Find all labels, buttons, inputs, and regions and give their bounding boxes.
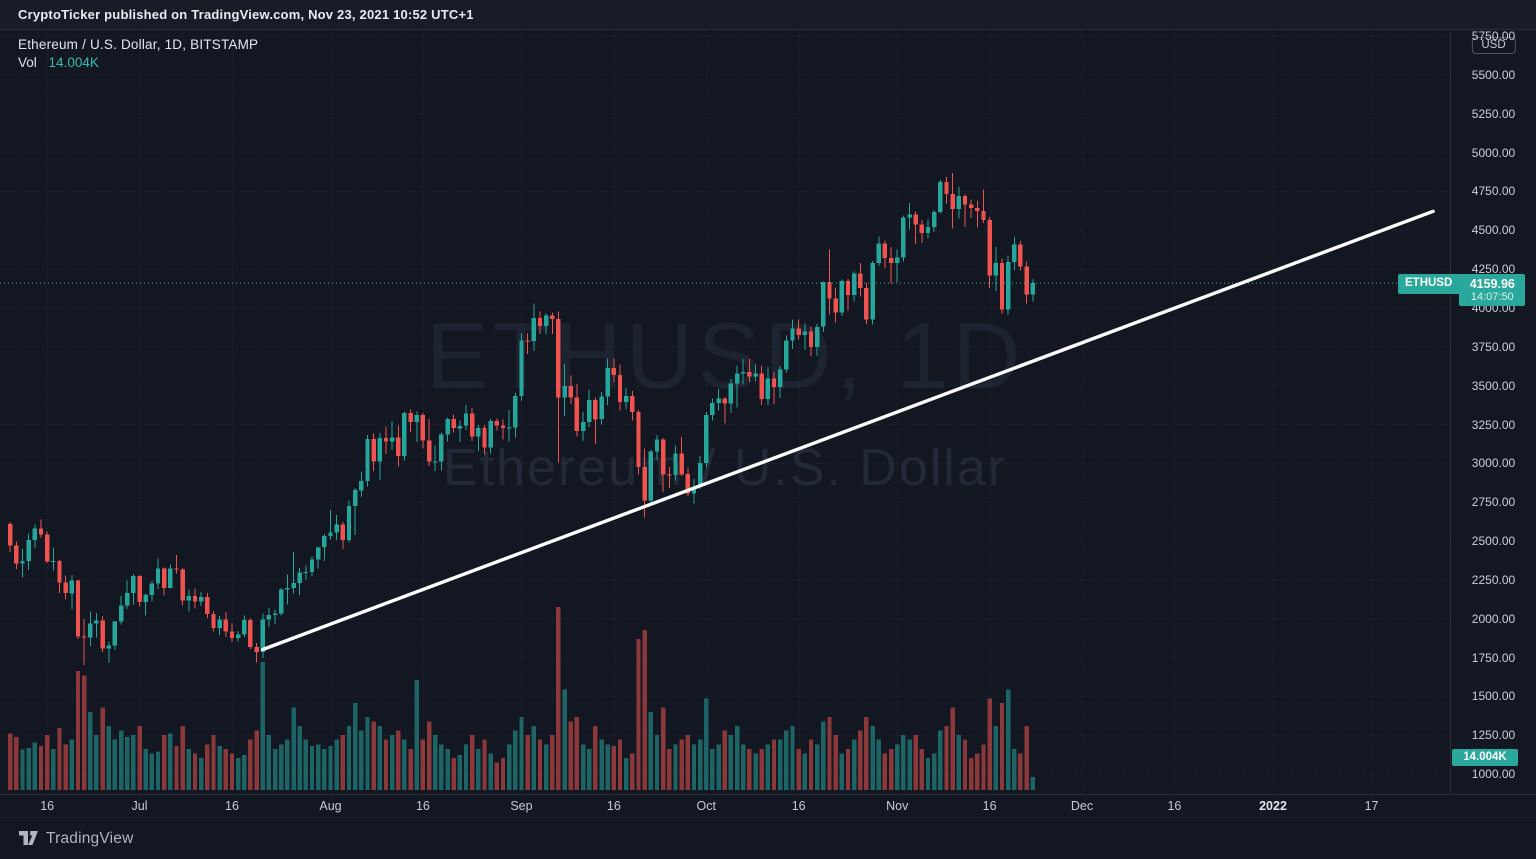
trendline[interactable]	[261, 209, 1435, 652]
time-tick-label: 17	[1364, 799, 1379, 813]
price-tick-label: 4250.00	[1471, 262, 1516, 277]
price-tick-label: 1000.00	[1471, 767, 1516, 782]
price-tick-label: 4500.00	[1471, 223, 1516, 238]
volume-bars	[8, 607, 1035, 791]
time-tick-label: Jul	[131, 799, 148, 813]
grid-lines	[0, 30, 1450, 794]
attribution-text: CryptoTicker published on TradingView.co…	[18, 7, 474, 22]
price-axis[interactable]: USD 5750.00 5500.00 5250.00 5000.00 4750.00 4…	[1398, 29, 1536, 794]
time-tick-label: 2022	[1259, 799, 1287, 813]
price-tick-label: 3750.00	[1471, 339, 1516, 354]
time-tick-label: Sep	[510, 799, 533, 813]
price-tick-label: 3000.00	[1471, 456, 1516, 471]
time-tick-label: Oct	[696, 799, 716, 813]
price-tick-label: 4750.00	[1471, 184, 1516, 199]
attribution-bar: CryptoTicker published on TradingView.co…	[0, 0, 1536, 30]
candlesticks	[8, 173, 1035, 666]
time-tick-label: 16	[1167, 799, 1182, 813]
time-axis[interactable]: 16 Jul 16 Aug 16 Sep 16 Oct 16 Nov 16 Dec 16 2022 17	[0, 794, 1536, 818]
volume-value: 14.004K	[48, 55, 99, 70]
price-tick-label: 5250.00	[1471, 106, 1516, 121]
price-tick-label: 5750.00	[1471, 29, 1516, 44]
footer-bar: TradingView	[0, 818, 1536, 859]
price-tick-label: 2250.00	[1471, 572, 1516, 587]
currency-unit-badge[interactable]: USD	[1471, 37, 1516, 54]
volume-label: Vol	[18, 55, 37, 70]
time-tick-label: 16	[791, 799, 806, 813]
price-tick-label: 5500.00	[1471, 67, 1516, 82]
tradingview-logo[interactable]: TradingView	[18, 830, 134, 848]
last-price-value: 4159.96	[1469, 277, 1515, 292]
tradingview-logo-icon	[19, 831, 38, 845]
legend-volume-row: Vol 14.004K	[18, 55, 258, 70]
price-tick-label: 2000.00	[1471, 611, 1516, 626]
price-tick-label: 5000.00	[1471, 145, 1516, 160]
time-tick-label: 16	[606, 799, 621, 813]
time-tick-label: Aug	[319, 799, 342, 813]
time-tick-label: Dec	[1070, 799, 1094, 813]
last-price-flag: ETHUSD 4159.96 14:07:50	[1398, 274, 1526, 307]
price-tick-label: 2750.00	[1471, 495, 1516, 510]
chart-legend: Ethereum / U.S. Dollar, 1D, BITSTAMP Vol…	[18, 37, 258, 70]
legend-symbol-title[interactable]: Ethereum / U.S. Dollar, 1D, BITSTAMP	[18, 37, 259, 52]
time-tick-label: 16	[415, 799, 430, 813]
time-tick-label: 16	[225, 799, 239, 813]
time-tick-label: Nov	[886, 799, 909, 813]
price-tick-label: 2500.00	[1471, 534, 1516, 549]
price-tick-label: 1500.00	[1471, 689, 1516, 704]
time-tick-label: 16	[982, 799, 997, 813]
price-tick-label: 1250.00	[1471, 728, 1516, 743]
tradingview-brand-text: TradingView	[46, 829, 134, 847]
price-tick-label: 3250.00	[1471, 417, 1516, 432]
volume-flag: 14.004K	[1452, 749, 1518, 767]
price-tick-label: 3500.00	[1471, 378, 1516, 393]
price-tick-label: 1750.00	[1471, 650, 1516, 665]
bar-countdown: 14:07:50	[1470, 291, 1514, 304]
time-tick-label: 16	[40, 799, 55, 813]
last-price-flag-symbol: ETHUSD	[1398, 274, 1460, 295]
